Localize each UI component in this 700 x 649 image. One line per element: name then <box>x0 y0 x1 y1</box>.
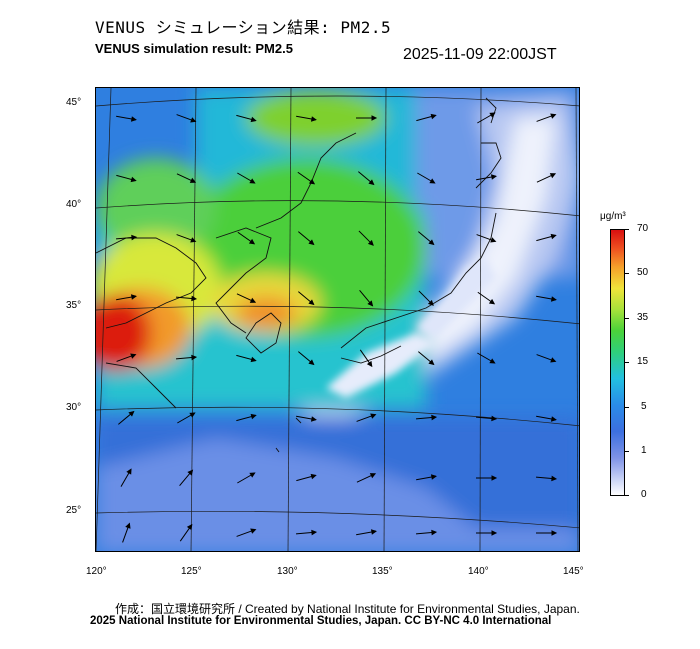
colorbar-label-5: 5 <box>641 401 647 412</box>
lon-label-130: 130° <box>277 566 298 577</box>
lat-label-45: 45° <box>66 97 82 108</box>
lat-label-30: 30° <box>66 402 82 413</box>
lon-label-125: 125° <box>181 566 202 577</box>
colorbar-tick <box>625 495 629 496</box>
colorbar <box>610 229 625 496</box>
colorbar-tick <box>625 451 629 452</box>
lon-label-145: 145° <box>563 566 584 577</box>
lat-label-25: 25° <box>66 505 82 516</box>
colorbar-unit: μg/m³ <box>600 211 626 222</box>
colorbar-tick <box>625 362 629 363</box>
lon-label-120: 120° <box>86 566 107 577</box>
pm25-map-canvas <box>96 88 579 551</box>
lat-label-35: 35° <box>66 300 82 311</box>
lat-label-40: 40° <box>66 199 82 210</box>
license-line: 2025 National Institute for Environmenta… <box>90 615 552 627</box>
colorbar-tick <box>625 229 629 230</box>
colorbar-label-50: 50 <box>637 267 649 278</box>
graticule <box>96 88 579 551</box>
colorbar-label-0: 0 <box>641 489 647 500</box>
forecast-timestamp: 2025-11-09 22:00JST <box>403 46 557 63</box>
lon-label-140: 140° <box>468 566 489 577</box>
colorbar-tick <box>625 407 629 408</box>
colorbar-tick <box>625 318 629 319</box>
colorbar-label-70: 70 <box>637 223 649 234</box>
cloud-overlay <box>326 258 496 398</box>
credit-line: 作成：国立環境研究所 / Created by National Institu… <box>115 602 580 616</box>
colorbar-label-1: 1 <box>641 445 647 456</box>
page-title-english: VENUS simulation result: PM2.5 <box>95 41 293 56</box>
colorbar-label-15: 15 <box>637 356 649 367</box>
page-title-japanese: VENUS シミュレーション結果: PM2.5 <box>95 18 392 37</box>
lon-label-135: 135° <box>372 566 393 577</box>
wind-vectors <box>115 112 558 543</box>
pm25-map <box>95 87 580 552</box>
colorbar-label-35: 35 <box>637 312 649 323</box>
colorbar-tick <box>625 273 629 274</box>
